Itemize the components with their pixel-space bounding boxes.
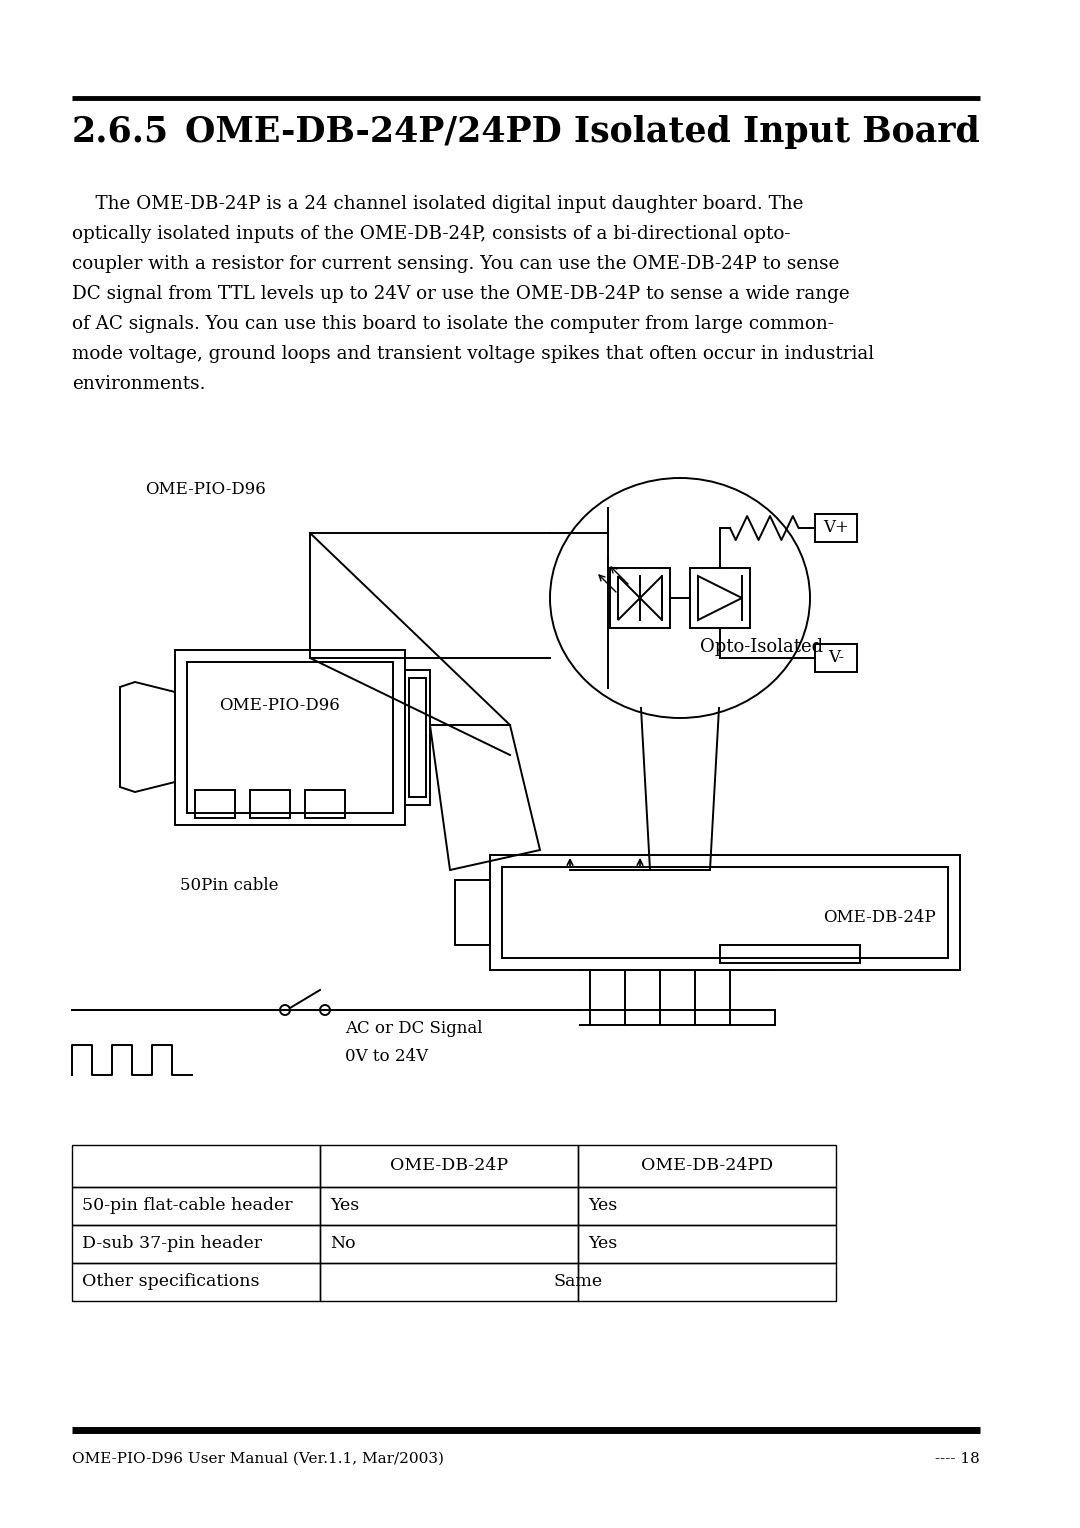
Text: OME-DB-24P/24PD Isolated Input Board: OME-DB-24P/24PD Isolated Input Board — [185, 115, 980, 150]
Bar — [320, 1144, 578, 1187]
Text: OME-DB-24P: OME-DB-24P — [390, 1158, 508, 1175]
Text: 2.6.5: 2.6.5 — [72, 115, 170, 150]
Bar — [720, 944, 860, 963]
Text: V+: V+ — [823, 520, 849, 536]
Bar — [578, 1187, 836, 1225]
Bar — [175, 649, 405, 825]
Bar — [502, 866, 948, 958]
Bar — [409, 678, 426, 798]
Bar — [690, 568, 750, 628]
Text: 50-pin flat-cable header: 50-pin flat-cable header — [82, 1198, 293, 1215]
Text: 50Pin cable: 50Pin cable — [180, 877, 279, 894]
Bar — [578, 1144, 836, 1187]
Bar — [320, 1264, 578, 1300]
Text: No: No — [330, 1236, 355, 1253]
Bar — [249, 790, 291, 817]
Bar — [72, 1187, 320, 1225]
Bar — [72, 1144, 320, 1187]
Bar — [578, 1225, 836, 1264]
Bar — [610, 568, 670, 628]
Bar — [320, 1187, 578, 1225]
Bar — [405, 669, 430, 805]
Bar — [187, 662, 393, 813]
Bar — [195, 790, 235, 817]
Text: Yes: Yes — [330, 1198, 360, 1215]
Text: Same: Same — [553, 1273, 603, 1291]
Text: OME-DB-24PD: OME-DB-24PD — [640, 1158, 773, 1175]
Text: The OME-DB-24P is a 24 channel isolated digital input daughter board. The: The OME-DB-24P is a 24 channel isolated … — [72, 196, 804, 212]
Bar — [815, 643, 858, 672]
Text: OME-PIO-D96: OME-PIO-D96 — [145, 481, 266, 498]
Text: V-: V- — [828, 649, 845, 666]
Bar — [490, 856, 960, 970]
Text: ---- 18: ---- 18 — [935, 1452, 980, 1465]
Text: optically isolated inputs of the OME-DB-24P, consists of a bi-directional opto-: optically isolated inputs of the OME-DB-… — [72, 225, 791, 243]
Bar — [72, 1225, 320, 1264]
Bar — [305, 790, 345, 817]
Text: mode voltage, ground loops and transient voltage spikes that often occur in indu: mode voltage, ground loops and transient… — [72, 345, 874, 364]
Text: coupler with a resistor for current sensing. You can use the OME-DB-24P to sense: coupler with a resistor for current sens… — [72, 255, 839, 274]
Bar — [455, 880, 490, 944]
Text: DC signal from TTL levels up to 24V or use the OME-DB-24P to sense a wide range: DC signal from TTL levels up to 24V or u… — [72, 286, 850, 303]
Text: Yes: Yes — [588, 1236, 618, 1253]
Text: 0V to 24V: 0V to 24V — [345, 1048, 428, 1065]
Bar — [815, 513, 858, 542]
Text: D-sub 37-pin header: D-sub 37-pin header — [82, 1236, 262, 1253]
Bar — [578, 1264, 836, 1300]
Text: OME-DB-24P: OME-DB-24P — [824, 909, 936, 926]
Text: environments.: environments. — [72, 374, 205, 393]
Text: Yes: Yes — [588, 1198, 618, 1215]
Text: of AC signals. You can use this board to isolate the computer from large common-: of AC signals. You can use this board to… — [72, 315, 834, 333]
Text: OME-PIO-D96 User Manual (Ver.1.1, Mar/2003): OME-PIO-D96 User Manual (Ver.1.1, Mar/20… — [72, 1452, 444, 1465]
Text: AC or DC Signal: AC or DC Signal — [345, 1021, 483, 1038]
Text: OME-PIO-D96: OME-PIO-D96 — [219, 697, 340, 714]
Bar — [72, 1264, 320, 1300]
Bar — [320, 1225, 578, 1264]
Text: Other specifications: Other specifications — [82, 1273, 259, 1291]
Text: Opto-Isolated: Opto-Isolated — [700, 639, 823, 656]
